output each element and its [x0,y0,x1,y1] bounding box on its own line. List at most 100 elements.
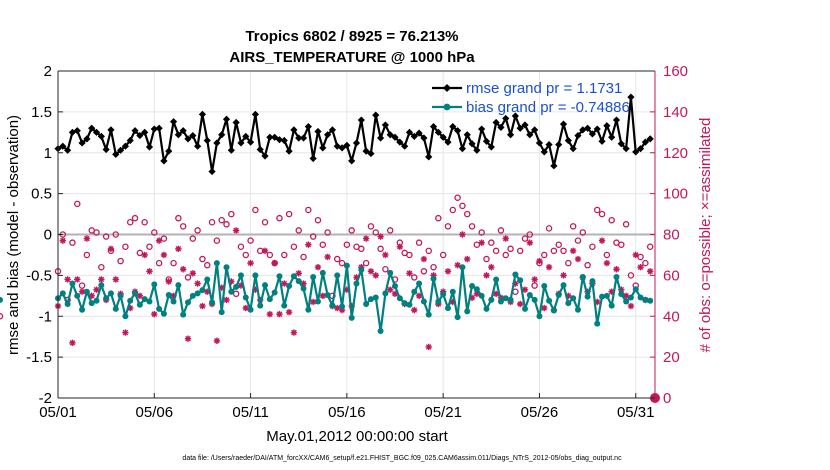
bias-point [555,291,562,298]
bias-point [550,307,557,314]
obs-possible-point [93,229,100,236]
obs-possible-point [584,261,591,269]
obs-assimilated-point [155,237,163,244]
bias-point [103,295,110,302]
obs-possible-point [444,223,452,230]
obs-possible-point [603,251,611,259]
bias-point [204,276,211,283]
obs-assimilated-point [59,237,67,244]
bias-point [517,277,524,284]
bias-point [642,296,649,303]
bias-point [603,292,610,299]
bias-point [541,283,548,290]
rmse-point [338,144,346,152]
bias-point [242,294,249,301]
rmse-point [497,123,505,132]
obs-assimilated-point [93,286,100,293]
obs-assimilated-point [473,290,481,297]
obs-assimilated-point [353,274,360,281]
rmse-point [203,136,211,145]
bias-point [194,290,201,297]
rmse-point [169,118,178,126]
rmse-point [83,135,91,143]
bias-point [536,313,543,320]
obs-possible-point [531,282,538,289]
bias-point [377,327,384,334]
obs-possible-point [324,229,331,236]
obs-possible-point [589,243,596,251]
obs-assimilated-point [74,276,81,283]
bias-point [74,292,81,299]
bias-point [262,282,269,289]
bias-point [574,306,581,313]
obs-possible-point [382,265,389,273]
rmse-point [237,139,245,147]
rmse-point [102,145,110,154]
rmse-point [184,135,192,143]
rmse-point [73,127,81,135]
rmse-point [107,126,115,134]
bias-point [420,298,427,305]
bias-point [425,311,432,318]
rmse-point [506,131,515,139]
rmse-point [116,146,125,154]
obs-possible-point [367,223,375,230]
obs-assimilated-point [459,231,466,238]
rmse-point [531,126,539,134]
rmse-point [227,146,235,154]
rmse-point [160,157,168,165]
bias-point [107,290,114,297]
rmse-point [136,131,144,140]
obs-possible-point [415,239,423,246]
bias-point [69,280,76,287]
x-tick-label: 05/26 [521,404,559,421]
obs-assimilated-point [627,302,635,310]
rmse-point [641,138,649,146]
obs-assimilated-point [454,261,461,269]
obs-possible-point [223,221,230,228]
obs-possible-point [343,241,351,248]
obs-assimilated-point [136,292,144,300]
obs-possible-point [555,241,562,248]
obs-possible-point [126,218,134,226]
obs-possible-point [618,241,625,248]
obs-possible-point [406,251,413,259]
bias-point [146,298,153,305]
obs-assimilated-point [338,306,346,314]
obs-possible-point [213,237,221,244]
bias-point [233,283,240,290]
bias-point [570,295,577,302]
rmse-point [328,126,337,134]
obs-assimilated-point [179,266,187,273]
obs-assimilated-point [290,329,298,336]
bias-point [473,286,480,293]
obs-assimilated-point [276,311,283,318]
obs-assimilated-point [536,257,543,265]
bias-point [112,305,119,312]
y2-tick-label: 100 [663,186,688,203]
rmse-point [410,132,418,140]
obs-possible-point [463,210,471,218]
obs-assimilated-point [362,235,370,242]
obs-assimilated-point [618,286,625,293]
bias-point [546,297,553,304]
obs-assimilated-point [218,284,225,291]
rmse-point [603,122,611,130]
bias-point [228,288,235,295]
bias-point [98,282,105,289]
footer-data-file: data file: /Users/raeder/DAI/ATM_forcXX/… [182,455,622,462]
bias-point [493,276,500,283]
obs-assimilated-point [372,272,379,279]
bias-point [184,299,191,306]
y-tick-label: 1 [44,145,52,162]
obs-possible-point [642,259,649,267]
obs-assimilated-point [444,268,452,275]
rmse-point [458,145,467,153]
obs-assimilated-point [541,304,548,312]
obs-possible-point [314,216,322,224]
obs-possible-point [131,214,139,222]
y-tick-label: 1.5 [31,104,52,121]
bias-point [396,295,403,302]
obs-possible-point [98,263,105,271]
rmse-point [150,125,158,133]
